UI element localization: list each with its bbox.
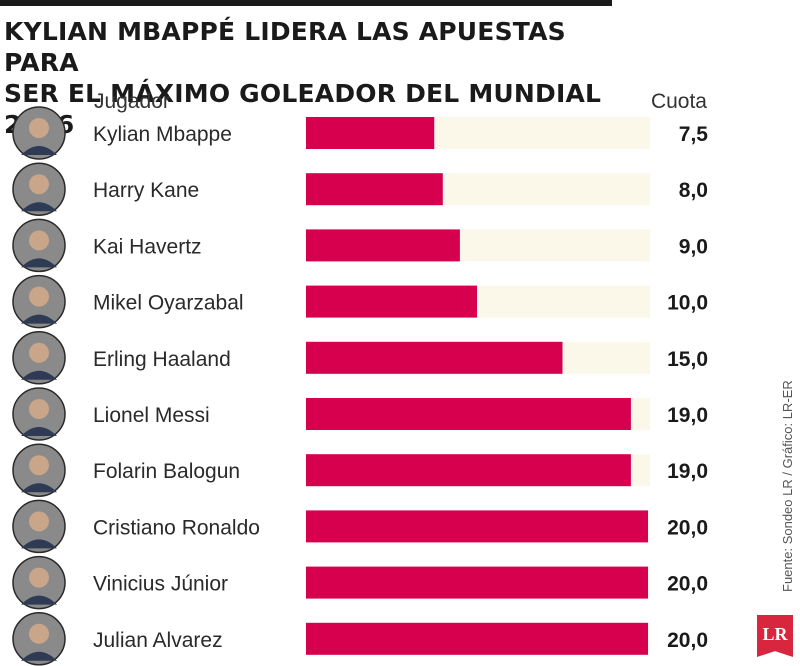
lr-logo: LR [757, 615, 793, 657]
value-label: 10,0 [667, 292, 708, 315]
column-header-player: Jugador [94, 90, 170, 113]
player-name: Vinicius Júnior [93, 573, 228, 596]
value-label: 19,0 [667, 460, 708, 483]
player-name: Harry Kane [93, 179, 199, 202]
player-name: Lionel Messi [93, 404, 210, 427]
player-photo-shirt [21, 427, 57, 436]
value-label: 7,5 [679, 123, 709, 146]
bar [306, 173, 443, 206]
top-rule [0, 0, 612, 6]
player-photo-face [29, 455, 49, 476]
bar-row: Mikel Oyarzabal 10,0 [12, 274, 708, 329]
bar-row: Julian Alvarez 20,0 [12, 612, 708, 666]
bar [306, 398, 631, 430]
bar [306, 341, 563, 374]
bar [306, 622, 648, 655]
value-label: 9,0 [679, 235, 708, 258]
player-photo-face [29, 286, 49, 307]
value-label: 15,0 [667, 348, 708, 371]
player-photo-face [29, 342, 49, 363]
player-photo-face [29, 174, 49, 195]
player-photo-shirt [21, 258, 57, 268]
bar-row: Erling Haaland 15,0 [12, 331, 708, 385]
player-name: Kai Havertz [93, 235, 202, 258]
player-name: Cristiano Ronaldo [93, 516, 260, 539]
bar-row: Folarin Balogun 19,0 [12, 443, 708, 497]
bar-row: Vinicius Júnior 20,0 [12, 555, 708, 610]
bar-row: Harry Kane 8,0 [12, 162, 708, 216]
player-photo-shirt [21, 202, 57, 212]
player-name: Erling Haaland [93, 348, 231, 371]
player-photo-shirt [21, 595, 57, 605]
bar-row: Cristiano Ronaldo 20,0 [12, 499, 708, 554]
bar [306, 566, 648, 599]
player-photo-shirt [21, 370, 57, 380]
player-photo-face [29, 511, 49, 532]
player-photo-face [29, 623, 49, 644]
player-photo-face [29, 399, 49, 419]
bar-row: Lionel Messi 19,0 [12, 387, 708, 441]
title-line-1: KYLIAN MBAPPÉ LIDERA LAS APUESTAS PARA [4, 17, 566, 77]
player-photo-shirt [21, 314, 57, 324]
value-label: 19,0 [667, 404, 708, 427]
bar-row: Kylian Mbappe 7,5 [12, 106, 709, 160]
player-photo-shirt [21, 539, 57, 549]
bar [306, 117, 435, 149]
value-label: 20,0 [667, 516, 708, 539]
source-note: Fuente: Sondeo LR / Gráfico: LR-ER [780, 380, 795, 592]
bar [306, 510, 648, 543]
player-photo-shirt [21, 651, 57, 661]
bar-row: Kai Havertz 9,0 [12, 218, 708, 273]
player-photo-shirt [21, 483, 57, 493]
player-photo-shirt [21, 146, 57, 155]
player-photo-face [29, 230, 49, 251]
player-name: Kylian Mbappe [93, 123, 232, 146]
player-photo-face [29, 118, 49, 138]
player-name: Folarin Balogun [93, 460, 240, 483]
player-name: Mikel Oyarzabal [93, 292, 244, 315]
value-label: 8,0 [679, 179, 708, 202]
bar [306, 229, 460, 262]
bar [306, 285, 477, 318]
value-label: 20,0 [667, 573, 708, 596]
bar [306, 454, 631, 487]
value-label: 20,0 [667, 629, 708, 652]
column-header-odds: Cuota [650, 90, 707, 113]
player-photo-face [29, 567, 49, 588]
player-name: Julian Alvarez [93, 629, 223, 652]
